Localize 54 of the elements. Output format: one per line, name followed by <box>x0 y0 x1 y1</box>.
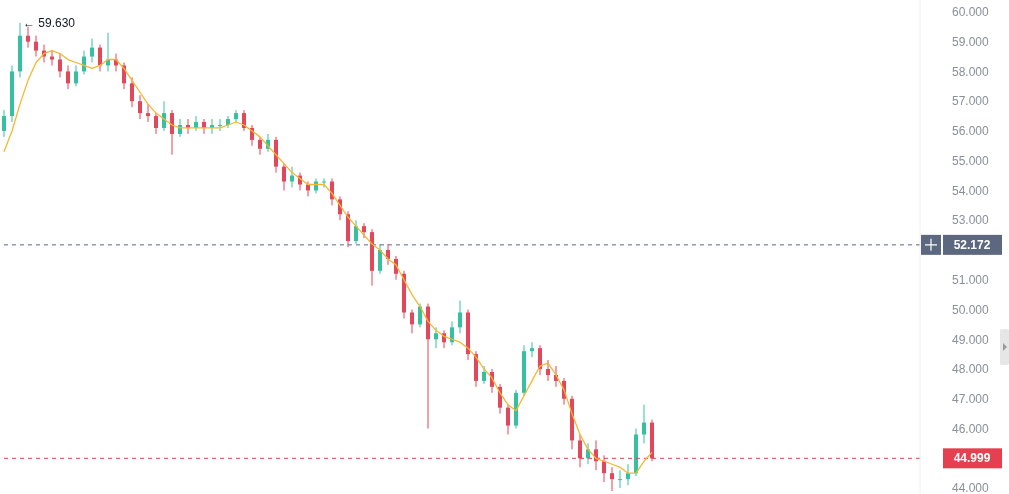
candlestick <box>122 61 126 90</box>
candlestick <box>354 219 358 245</box>
y-tick-label: 44.000 <box>952 481 990 494</box>
candlestick <box>642 404 646 444</box>
candlestick <box>322 178 326 188</box>
y-tick-label: 48.000 <box>952 362 990 377</box>
candlestick <box>50 50 54 66</box>
candlestick <box>162 100 166 132</box>
y-tick-label: 59.000 <box>952 34 990 49</box>
candlestick <box>362 222 366 239</box>
candlestick <box>618 469 622 489</box>
candlestick <box>26 26 30 49</box>
candlestick <box>58 53 62 78</box>
candlestick <box>170 109 174 156</box>
candlestick <box>218 118 222 132</box>
y-tick-label: 54.000 <box>952 183 990 198</box>
candlestick <box>434 326 438 349</box>
candlestick <box>506 404 510 435</box>
ref-line-label: 44.999 <box>953 451 991 466</box>
candlestick <box>242 109 246 132</box>
candlestick <box>146 103 150 123</box>
y-tick-label: 50.000 <box>952 302 990 317</box>
y-tick-label: 46.000 <box>952 421 990 436</box>
candlestick <box>34 35 38 58</box>
candlestick <box>154 112 158 135</box>
candlestick <box>2 109 6 138</box>
candlestick <box>282 163 286 191</box>
candlestick <box>66 64 70 90</box>
y-tick-label: 60.000 <box>952 5 990 20</box>
ref-line-label: 52.172 <box>953 237 991 252</box>
y-tick-label: 58.000 <box>952 64 990 79</box>
y-tick-label: 47.000 <box>952 392 990 407</box>
annotation: ← 59.630 <box>23 15 76 30</box>
candlestick <box>498 383 502 415</box>
y-tick-label: 55.000 <box>952 153 990 168</box>
candlestick <box>378 243 382 275</box>
candlestick <box>98 44 102 72</box>
y-tick-label: 56.000 <box>952 124 990 139</box>
y-tick-label: 53.000 <box>952 213 990 228</box>
candlestick <box>90 38 94 63</box>
candlestick <box>538 344 542 376</box>
candlestick <box>290 166 294 188</box>
candlestick <box>530 341 534 358</box>
candlestick <box>546 359 550 382</box>
candlestick <box>410 308 414 334</box>
y-tick-label: 51.000 <box>952 272 990 287</box>
candlestick <box>610 466 614 492</box>
candlestick <box>130 76 134 108</box>
y-tick-label: 49.000 <box>952 332 990 347</box>
candlestick <box>458 300 462 334</box>
candlestick <box>138 94 142 120</box>
y-tick-label: 57.000 <box>952 94 990 109</box>
candlestick <box>258 136 262 156</box>
candlestick <box>74 64 78 87</box>
